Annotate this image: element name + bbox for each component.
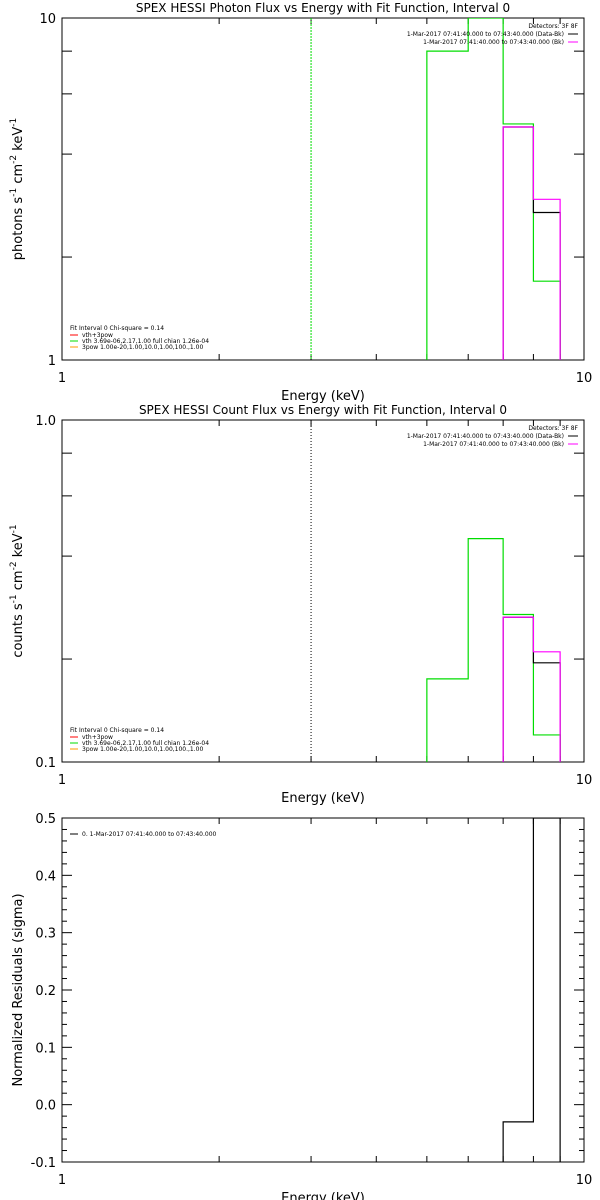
- y-tick-label: 0.3: [35, 927, 56, 942]
- legend-detectors-title: Detectors: 3F 8F: [528, 23, 578, 30]
- series-data-bk: [502, 126, 561, 360]
- y-axis-label-part: -2: [9, 561, 19, 570]
- legend-fit-entry: vth 3.69e-06,2.17,1.00 full chian 1.26e-…: [82, 338, 209, 345]
- y-tick-label: 0.4: [35, 869, 56, 884]
- y-axis-label-part: -1: [9, 524, 19, 533]
- x-axis-label: Energy (keV): [281, 389, 365, 404]
- chart-title: SPEX HESSI Photon Flux vs Energy with Fi…: [136, 1, 510, 15]
- series-vth-3pow: [426, 538, 561, 762]
- x-tick-label: 1: [58, 773, 66, 788]
- series-bk: [502, 126, 561, 360]
- legend-residual-text: 0. 1-Mar-2017 07:41:40.000 to 07:43:40.0…: [82, 831, 217, 838]
- x-axis-label: Energy (keV): [281, 791, 365, 806]
- plot-frame: [61, 817, 585, 1163]
- legend-fit-entry: vth+3pow: [82, 332, 113, 339]
- series-bk: [502, 616, 561, 762]
- y-axis-label-part: -2: [9, 155, 19, 164]
- panel-1: SPEX HESSI Photon Flux vs Energy with Fi…: [9, 1, 592, 404]
- y-tick-label: 0.1: [35, 756, 56, 771]
- panel-2: SPEX HESSI Count Flux vs Energy with Fit…: [9, 403, 592, 806]
- y-tick-label: 1.0: [35, 414, 56, 429]
- y-axis-label-part: cm: [11, 570, 26, 594]
- y-tick-label: 0.2: [35, 984, 56, 999]
- y-axis-label-part: -1: [9, 188, 19, 197]
- legend-detectors-title: Detectors: 3F 8F: [528, 425, 578, 432]
- legend-fit-entry: vth+3pow: [82, 734, 113, 741]
- y-tick-label: 0.5: [35, 812, 56, 827]
- y-tick-label: 0.1: [35, 1041, 56, 1056]
- y-axis-label-part: keV: [11, 533, 26, 561]
- y-axis-label-part: counts s: [11, 603, 26, 658]
- series-group: [426, 18, 561, 360]
- series-group: [426, 538, 561, 762]
- chart-title: SPEX HESSI Count Flux vs Energy with Fit…: [139, 403, 507, 417]
- x-tick-label: 10: [576, 371, 593, 386]
- y-axis-label-part: photons s: [11, 197, 26, 261]
- x-tick-label: 10: [576, 773, 593, 788]
- y-axis-label-part: Normalized Residuals (sigma): [11, 893, 26, 1086]
- legend-entry-text: 1-Mar-2017 07:41:40.000 to 07:43:40.000 …: [423, 441, 564, 448]
- legend-entry-text: 1-Mar-2017 07:41:40.000 to 07:43:40.000 …: [407, 433, 564, 440]
- legend-entry-text: 1-Mar-2017 07:41:40.000 to 07:43:40.000 …: [423, 39, 564, 46]
- series-group: [502, 818, 561, 1162]
- x-tick-label: 1: [58, 1173, 66, 1188]
- x-tick-label: 10: [576, 1173, 593, 1188]
- y-tick-label: 1: [48, 354, 56, 369]
- panel-3: 1 10 Energy (keV) -0.1 0.0 0.1 0.2 0.3 0.4 0.5 Nor…: [11, 812, 592, 1200]
- legend-fit-header: Fit Interval 0 Chi-square = 0.14: [70, 325, 164, 332]
- plot-frame: [61, 419, 585, 763]
- plot-frame: [61, 17, 585, 361]
- series-vth-3pow: [426, 18, 561, 360]
- legend-entry-text: 1-Mar-2017 07:41:40.000 to 07:43:40.000 …: [407, 31, 564, 38]
- series-data-bk: [502, 616, 561, 762]
- y-axis-label-part: keV: [11, 127, 26, 155]
- legend-fit-header: Fit Interval 0 Chi-square = 0.14: [70, 727, 164, 734]
- legend-fit-entry: 3pow 1.00e-20,1.00,10.0,1.00,100.,1.00: [82, 746, 203, 753]
- y-axis-label-part: cm: [11, 164, 26, 188]
- x-tick-label: 1: [58, 371, 66, 386]
- legend-fit-entry: vth 3.69e-06,2.17,1.00 full chian 1.26e-…: [82, 740, 209, 747]
- y-tick-label: -0.1: [31, 1156, 56, 1171]
- y-axis-label: Normalized Residuals (sigma): [11, 893, 26, 1086]
- x-axis-label: Energy (keV): [281, 1191, 365, 1200]
- y-tick-label: 10: [39, 12, 56, 27]
- y-axis-label-part: -1: [9, 118, 19, 127]
- y-axis-label: photons s-1 cm-2 keV-1: [9, 118, 26, 260]
- y-tick-label: 0.0: [35, 1099, 56, 1114]
- series-residuals: [502, 818, 561, 1162]
- y-axis-label-part: -1: [9, 594, 19, 603]
- legend-fit-entry: 3pow 1.00e-20,1.00,10.0,1.00,100.,1.00: [82, 344, 203, 351]
- y-axis-label: counts s-1 cm-2 keV-1: [9, 524, 26, 657]
